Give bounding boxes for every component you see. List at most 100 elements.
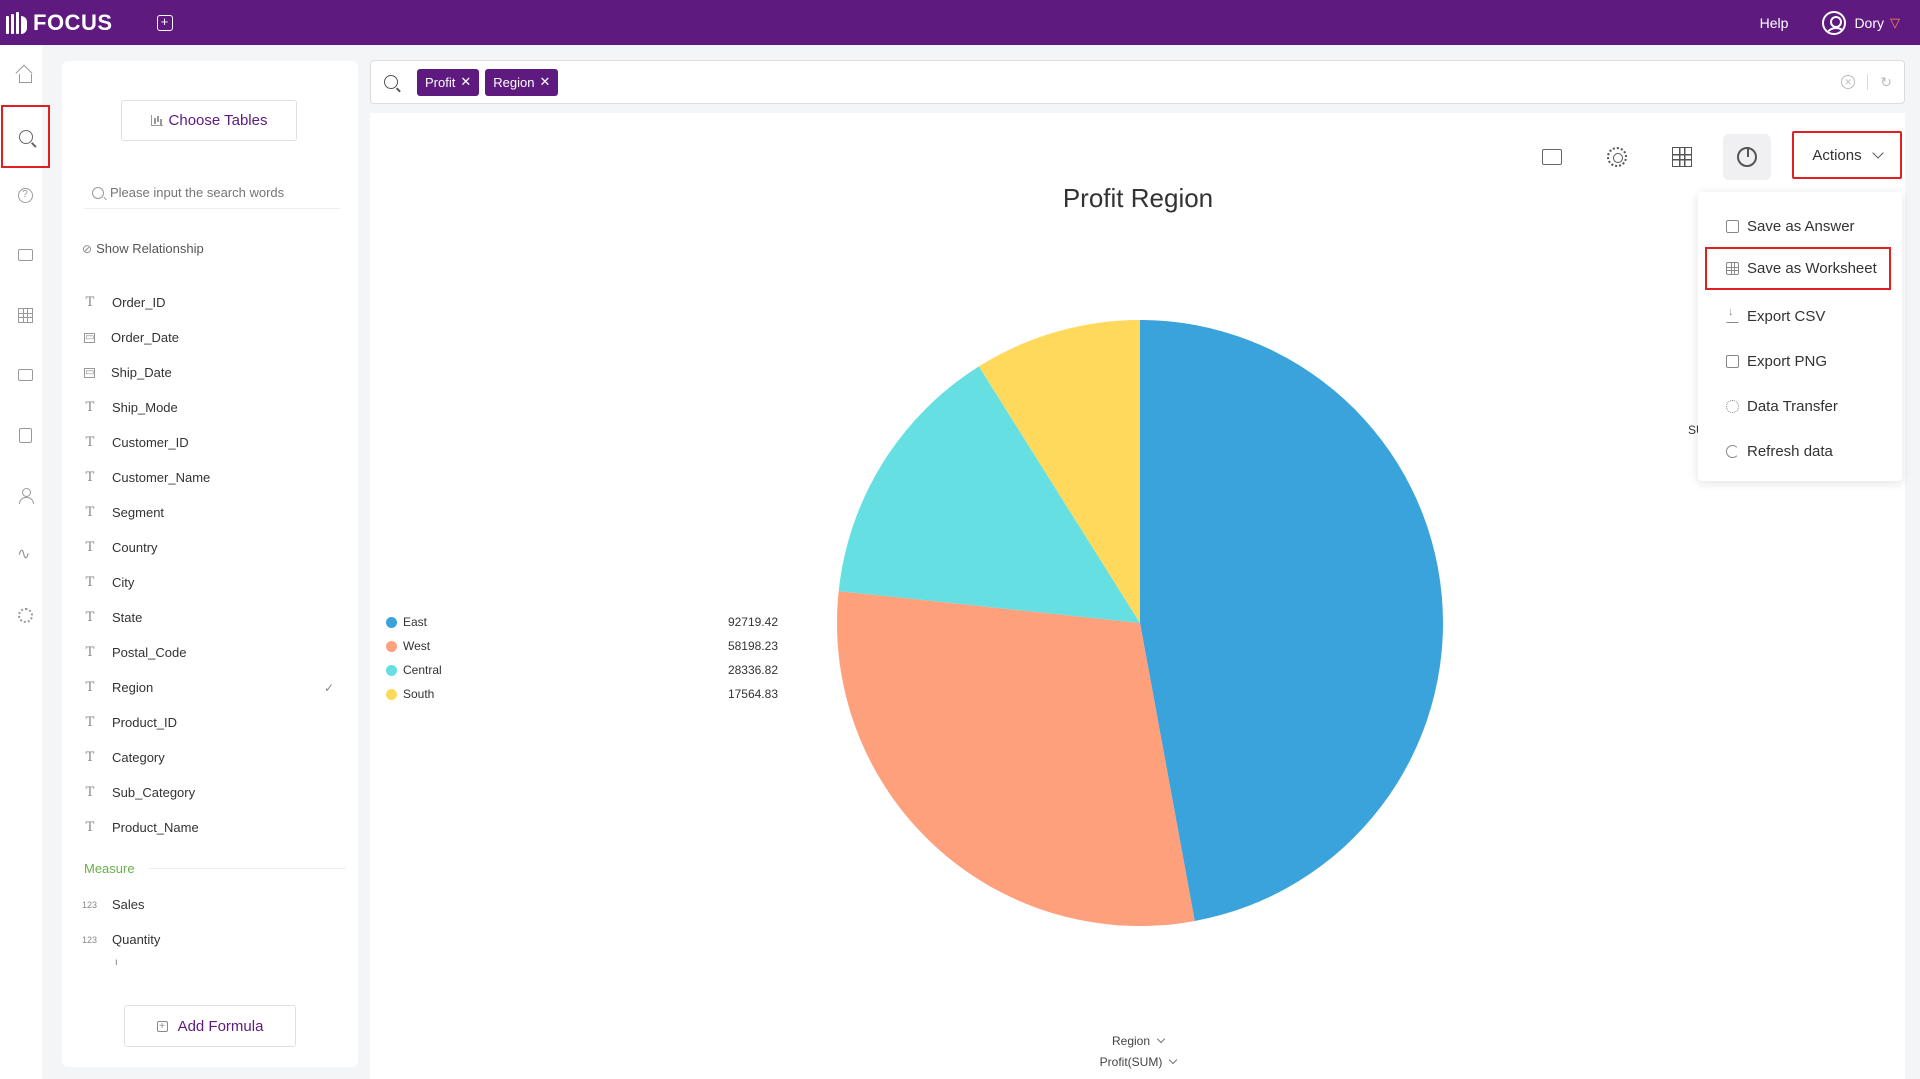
show-relationship-label: Show Relationship [96,241,204,256]
field-item[interactable]: T Customer_Name [82,460,344,495]
nav-folder[interactable] [0,345,50,405]
table-chart-icon [150,115,163,126]
field-item[interactable]: T Product_Name [82,810,344,845]
legend-swatch [386,688,397,700]
table-icon [1672,147,1692,167]
nav-search[interactable] [1,105,50,168]
pie-slice-west[interactable] [837,591,1195,926]
field-item[interactable]: T Order_ID [82,285,344,320]
field-item[interactable]: T Region ✓ [82,670,344,705]
add-formula-button[interactable]: + Add Formula [124,1005,296,1047]
pie-chart[interactable] [830,313,1450,933]
legend-item[interactable]: West 58198.23 [386,634,778,658]
legend-swatch [386,640,397,652]
link-icon: ⊘ [82,241,93,256]
pie-slice-south[interactable] [978,320,1140,623]
nav-users[interactable] [0,465,50,525]
legend-swatch [386,664,397,676]
clear-icon[interactable]: ✕ [1841,75,1856,89]
chart-title: Profit Region [1062,183,1214,213]
legend-label: Central [403,663,442,677]
user-menu[interactable]: Dory ▽ [1822,10,1900,35]
field-name: Order_ID [112,295,166,310]
user-name: Dory [1854,14,1884,31]
chart-type-button[interactable] [1723,134,1771,180]
search-token[interactable]: Region ✕ [485,68,559,96]
date-type-icon: ▭ [84,331,95,343]
field-item[interactable]: T Product_ID [82,705,344,740]
field-item[interactable]: T Postal_Code [82,635,344,670]
formula-view-button[interactable] [1528,134,1576,180]
close-icon[interactable]: ✕ [460,74,472,89]
field-item[interactable]: T Customer_ID [82,425,344,460]
legend-item[interactable]: South 17564.83 [386,682,778,706]
measure-header-label: Measure [84,861,135,876]
search-bar[interactable]: Profit ✕ Region ✕ ✕ ↻ [370,60,1905,104]
vip-badge-icon: ▽ [1890,14,1900,30]
close-icon[interactable]: ✕ [539,74,551,89]
nav-data[interactable] [0,285,50,345]
nav-settings[interactable] [0,585,50,645]
nav-help[interactable]: ? [0,165,50,225]
search-token[interactable]: Profit ✕ [417,68,480,96]
text-type-icon: T [85,785,95,800]
show-relationship-link[interactable]: ⊘ Show Relationship [82,241,204,256]
table-view-button[interactable] [1658,134,1706,180]
field-item[interactable]: T State [82,600,344,635]
clipboard-icon [18,427,32,443]
field-item[interactable]: ▭ Order_Date [82,320,344,355]
actions-button[interactable]: Actions [1792,131,1902,179]
gear-icon [1726,400,1739,413]
choose-tables-button[interactable]: Choose Tables [121,100,297,141]
chart-legend: East 92719.42 West 58198.23 Central 28336.82 S… [386,610,778,706]
field-name: Product_Name [112,820,199,835]
download-icon [1726,306,1739,323]
field-search-input[interactable] [110,185,330,200]
text-type-icon: T [85,820,95,835]
field-item[interactable]: T Segment [82,495,344,530]
refresh-icon[interactable]: ↻ [1880,73,1892,90]
menu-item-save-as-answer[interactable]: Save as Answer [1698,204,1902,249]
menu-item-data-transfer[interactable]: Data Transfer [1698,384,1902,429]
menu-item-export-csv[interactable]: Export CSV [1698,294,1902,339]
field-item[interactable]: T Category [82,740,344,775]
new-tab-icon[interactable]: + [156,14,173,31]
menu-item-refresh-data[interactable]: Refresh data [1698,429,1902,474]
token-label: Region [493,74,535,90]
measure-item[interactable]: 123 Quantity [82,922,344,957]
image-icon [1726,355,1739,368]
field-item[interactable]: T Ship_Mode [82,390,344,425]
logo[interactable]: FOCUS [6,0,113,45]
nav-monitor[interactable]: ∿ [0,525,50,585]
measure-name: Quantity [112,932,161,947]
text-type-icon: T [85,295,95,310]
nav-board[interactable] [0,225,50,285]
pie-slice-east[interactable] [1140,320,1444,922]
menu-item-save-as-worksheet[interactable]: Save as Worksheet [1705,247,1891,290]
field-name: City [112,575,135,590]
legend-swatch [386,616,397,628]
pie-slice-central[interactable] [838,366,1140,623]
field-panel: Choose Tables ⊘ Show Relationship T Order… [62,61,358,1067]
text-type-icon: T [85,680,95,695]
actions-label: Actions [1812,146,1862,164]
chart-settings-button[interactable] [1593,134,1641,180]
nav-home[interactable] [0,45,50,105]
x-axis-select[interactable]: Region [370,1034,1906,1048]
field-item[interactable]: T City [82,565,344,600]
menu-item-export-png[interactable]: Export PNG [1698,339,1902,384]
measure-item[interactable]: 123 Sales [82,887,344,922]
gear-icon [1607,147,1627,167]
pie-chart-icon [1737,147,1757,167]
field-item[interactable]: T Country [82,530,344,565]
y-axis-select[interactable]: Profit(SUM) [370,1055,1906,1069]
legend-item[interactable]: Central 28336.82 [386,658,778,682]
nav-tasks[interactable] [0,405,50,465]
measure-list: 123 Sales 123 Quantity [82,887,344,957]
field-item[interactable]: T Sub_Category [82,775,344,810]
legend-item[interactable]: East 92719.42 [386,610,778,634]
field-name: Postal_Code [112,645,187,660]
field-item[interactable]: ▭ Ship_Date [82,355,344,390]
help-link[interactable]: Help [1759,14,1789,31]
search-icon [384,75,398,89]
